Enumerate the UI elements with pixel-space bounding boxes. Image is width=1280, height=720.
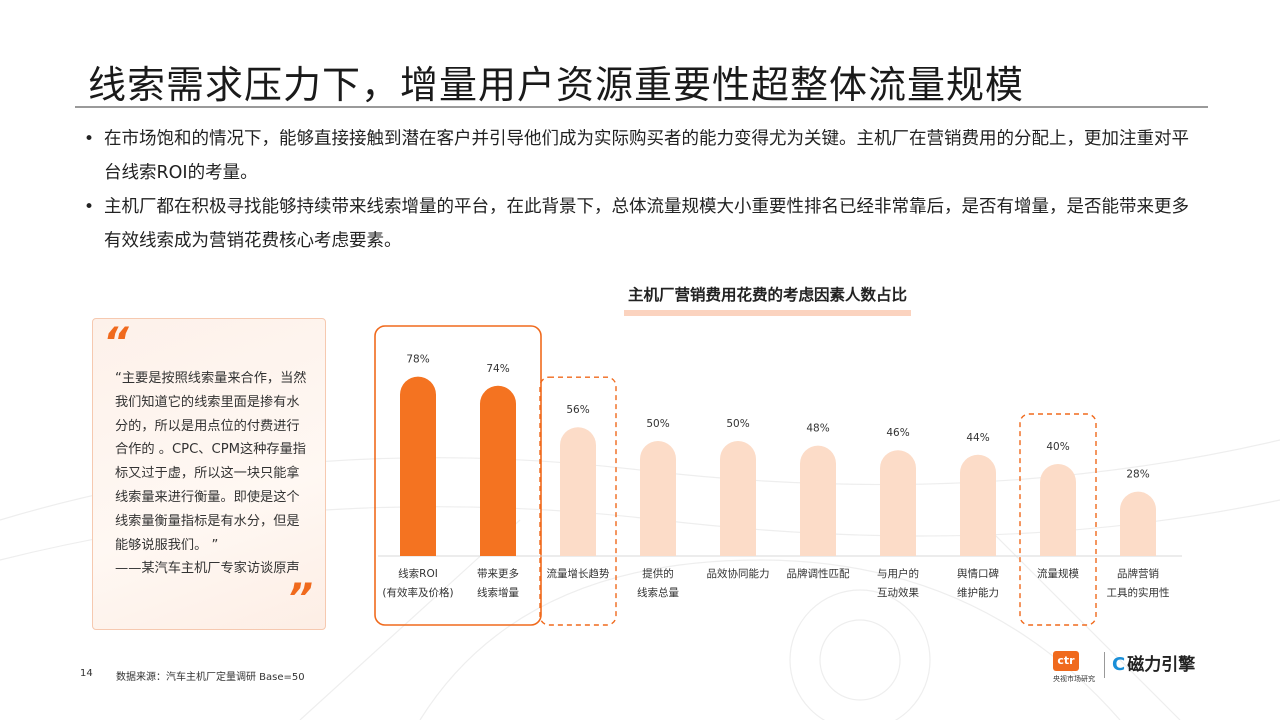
highlight-box-dashed (1019, 413, 1097, 626)
bar-value-label: 48% (806, 423, 829, 435)
bullet-item: • 在市场饱和的情况下，能够直接接触到潜在客户并引导他们成为实际购买者的能力变得… (82, 122, 1202, 190)
close-quote-mark-icon: ” (287, 576, 313, 622)
category-tick-label: 品效协同能力 (707, 567, 770, 580)
bar (1040, 464, 1076, 556)
quote-text: “主要是按照线索量来合作，当然我们知道它的线索里面是掺有水分的，所以是用点位的付… (115, 371, 307, 553)
category-tick-label: 工具的实用性 (1107, 586, 1170, 599)
cili-logo-icon: C (1112, 654, 1126, 675)
cili-engine-logo: C 磁力引擎 (1112, 650, 1195, 675)
category-tick-label: 线索增量 (477, 586, 519, 599)
bar (880, 450, 916, 556)
bar-value-label: 40% (1046, 441, 1069, 453)
bar-value-label: 28% (1126, 469, 1149, 481)
cili-logo-name: 磁力引擎 (1127, 655, 1196, 675)
ctr-logo: ctr 央视市场研究 (1053, 651, 1103, 685)
category-tick-label: 品牌营销 (1117, 567, 1159, 580)
bar-value-label: 50% (726, 418, 749, 430)
highlight-box-dashed (539, 376, 617, 626)
data-source-note: 数据来源：汽车主机厂定量调研 Base=50 (116, 672, 305, 683)
logo-divider (1104, 652, 1105, 678)
bar (640, 441, 676, 556)
highlight-box-solid (374, 325, 542, 626)
ctr-logo-subtitle: 央视市场研究 (1053, 675, 1095, 683)
bar (800, 445, 836, 556)
bullet-text: 在市场饱和的情况下，能够直接接触到潜在客户并引导他们成为实际购买者的能力变得尤为… (104, 129, 1189, 183)
bar-value-label: 56% (566, 404, 589, 416)
bar (960, 454, 996, 556)
bar (560, 427, 596, 556)
bar-value-label: 46% (886, 427, 909, 439)
bar (480, 385, 516, 556)
bar (1120, 491, 1156, 556)
category-tick-label: 品牌调性匹配 (787, 567, 850, 580)
category-tick-label: 流量增长趋势 (547, 567, 610, 580)
bar (720, 441, 756, 556)
category-tick-label: 维护能力 (957, 586, 999, 599)
category-tick-label: 与用户的 (877, 567, 919, 580)
bar-value-label: 78% (406, 354, 429, 366)
quote-source: ——某汽车主机厂专家访谈原声 (115, 561, 300, 576)
title-divider (75, 106, 1208, 108)
category-tick-label: 流量规模 (1037, 567, 1079, 580)
bullet-dot: • (84, 129, 95, 149)
bullet-list: • 在市场饱和的情况下，能够直接接触到潜在客户并引导他们成为实际购买者的能力变得… (82, 122, 1202, 258)
bar-value-label: 74% (486, 363, 509, 375)
bullet-text: 主机厂都在积极寻找能够持续带来线索增量的平台，在此背景下，总体流量规模大小重要性… (104, 197, 1189, 251)
bar (400, 376, 436, 556)
category-tick-label: 线索总量 (637, 586, 679, 599)
page-number: 14 (80, 668, 93, 679)
page-title: 线索需求压力下，增量用户资源重要性超整体流量规模 (88, 63, 1025, 107)
category-tick-label: 互动效果 (877, 586, 919, 599)
chart-title: 主机厂营销费用花费的考虑因素人数占比 (624, 282, 912, 316)
bullet-dot: • (84, 197, 95, 217)
expert-quote-box: “ “主要是按照线索量来合作，当然我们知道它的线索里面是掺有水分的，所以是用点位… (92, 318, 326, 630)
open-quote-mark-icon: “ (103, 320, 129, 366)
category-tick-label: 舆情口碑 (957, 567, 999, 580)
bar-value-label: 50% (646, 418, 669, 430)
category-tick-label: 带来更多 (477, 567, 519, 580)
category-tick-label: (有效率及价格) (382, 586, 453, 599)
category-tick-label: 提供的 (642, 567, 674, 580)
ctr-logo-mark: ctr (1053, 651, 1079, 671)
bar-value-label: 44% (966, 432, 989, 444)
category-tick-label: 线索ROI (398, 567, 438, 580)
bullet-item: • 主机厂都在积极寻找能够持续带来线索增量的平台，在此背景下，总体流量规模大小重… (82, 190, 1202, 258)
